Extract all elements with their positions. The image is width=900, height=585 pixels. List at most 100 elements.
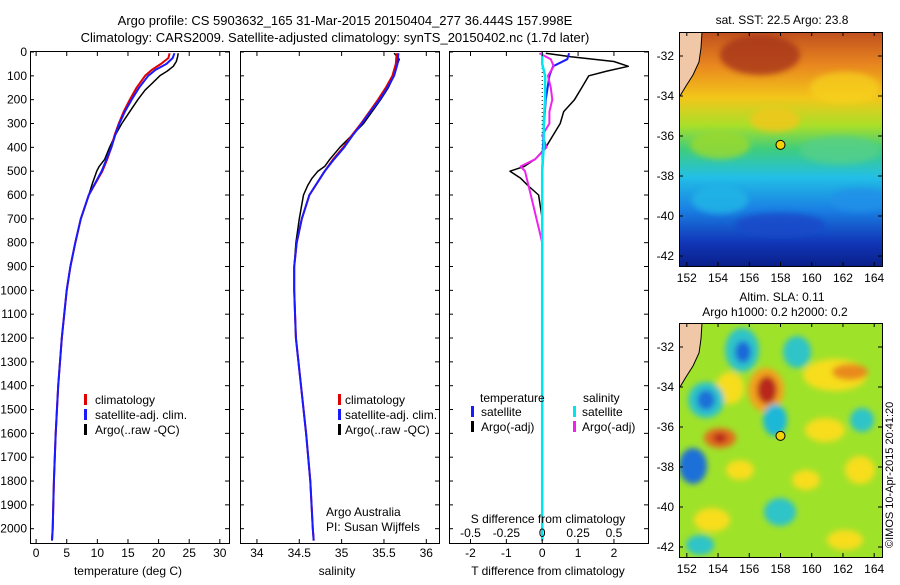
- legend-title-salinity: salinity: [583, 391, 620, 405]
- legend-swatch-argo: [84, 424, 87, 435]
- sst-map-title: sat. SST: 22.5 Argo: 23.8: [716, 13, 849, 27]
- temperature-legend: climatology satellite-adj. clim. Argo(..…: [84, 393, 187, 437]
- x-tick-label: 35.5: [372, 546, 396, 560]
- series-line-satellite: [51, 52, 176, 541]
- lon-tick-label: 164: [864, 562, 884, 576]
- x-tick-label: 0: [539, 546, 546, 560]
- salinity-xlabel: salinity: [319, 564, 356, 578]
- depth-tick-label: 300: [7, 117, 27, 131]
- depth-tick-label: 1200: [0, 331, 27, 345]
- depth-tick-label: 500: [7, 164, 27, 178]
- depth-tick-label: 1000: [0, 283, 27, 297]
- s-tick-label: 0.25: [566, 526, 590, 540]
- lat-tick-label: -32: [657, 49, 675, 63]
- lon-tick-label: 156: [739, 562, 759, 576]
- series-line-satellite_s: [540, 53, 547, 541]
- lon-tick-label: 156: [739, 271, 759, 285]
- temperature-xlabel: temperature (deg C): [74, 564, 182, 578]
- depth-tick-label: 1400: [0, 379, 27, 393]
- lon-tick-label: 158: [770, 271, 790, 285]
- legend-swatch-argo: [338, 424, 341, 435]
- lat-tick-label: -34: [657, 89, 675, 103]
- sla-map-title-line-1: Altim. SLA: 0.11: [739, 290, 824, 304]
- depth-tick-label: 400: [7, 140, 27, 154]
- lat-tick-label: -40: [657, 209, 675, 223]
- legend-label-s-argo: Argo(-adj): [582, 420, 635, 434]
- difference-legend: temperature satellite Argo(-adj) salinit…: [471, 391, 635, 434]
- depth-tick-label: 1100: [1, 307, 27, 321]
- legend-label-argo: Argo(..raw -QC): [95, 423, 180, 437]
- x-tick-label: 1: [575, 546, 582, 560]
- x-tick-label: 36: [420, 546, 434, 560]
- difference-lines: [509, 52, 630, 543]
- header-line-1: Argo profile: CS 5903632_165 31-Mar-2015…: [118, 13, 573, 28]
- lat-tick-label: -40: [657, 500, 675, 514]
- depth-tick-label: 1500: [0, 403, 27, 417]
- legend-title-temperature: temperature: [480, 391, 545, 405]
- sla-coastline: [679, 323, 703, 388]
- s-tick-label: -0.25: [493, 526, 521, 540]
- lon-tick-label: 162: [833, 271, 853, 285]
- lat-tick-label: -34: [657, 380, 675, 394]
- depth-tick-label: 700: [7, 212, 27, 226]
- x-tick-label: 0: [33, 546, 40, 560]
- lat-tick-label: -32: [657, 340, 675, 354]
- salinity-panel-frame: [240, 51, 440, 544]
- sst-map: [679, 32, 882, 266]
- depth-tick-label: 1800: [0, 474, 27, 488]
- depth-tick-label: 600: [7, 188, 27, 202]
- x-tick-label: -2: [465, 546, 476, 560]
- sla-profile-marker: [775, 430, 786, 441]
- header-line-2: Climatology: CARS2009. Satellite-adjuste…: [81, 30, 590, 45]
- imos-watermark: ©IMOS 10-Apr-2015 20:41:20: [884, 402, 896, 548]
- legend-swatch-satellite: [338, 409, 341, 420]
- s-tick-label: -0.5: [460, 526, 481, 540]
- x-tick-label: 25: [183, 546, 197, 560]
- x-tick-label: 10: [91, 546, 105, 560]
- sst-coastline-land: [679, 32, 702, 100]
- lon-tick-label: 154: [708, 562, 728, 576]
- sla-coastline-land: [679, 323, 702, 391]
- lon-tick-label: 160: [802, 562, 822, 576]
- difference-panel-frame: [449, 51, 649, 544]
- sst-patches: [690, 35, 882, 237]
- lat-tick-label: -42: [657, 540, 675, 554]
- temperature-lines: [51, 52, 179, 541]
- depth-tick-label: 900: [7, 260, 27, 274]
- lon-tick-label: 152: [677, 562, 697, 576]
- depth-tick-label: 1600: [0, 426, 27, 440]
- legend-label-s-satellite: satellite: [582, 405, 623, 419]
- lon-tick-label: 164: [864, 271, 884, 285]
- lat-tick-label: -38: [657, 169, 675, 183]
- legend-label-satellite: satellite-adj. clim.: [345, 408, 437, 422]
- lat-tick-label: -36: [657, 129, 675, 143]
- sst-profile-marker: [775, 139, 786, 150]
- legend-label-satellite: satellite-adj. clim.: [95, 408, 187, 422]
- x-tick-label: 20: [152, 546, 166, 560]
- salinity-legend: climatology satellite-adj. clim. Argo(..…: [338, 393, 437, 437]
- legend-label-t-argo: Argo(-adj): [481, 420, 534, 434]
- depth-tick-label: 0: [20, 45, 27, 59]
- s-tick-label: 0.5: [606, 526, 623, 540]
- lon-tick-label: 154: [708, 271, 728, 285]
- x-tick-label: 5: [63, 546, 70, 560]
- lon-tick-label: 152: [677, 271, 697, 285]
- depth-tick-label: 100: [7, 69, 27, 83]
- depth-tick-label: 1900: [0, 498, 27, 512]
- legend-swatch-t-argo: [471, 421, 474, 432]
- salinity-x-axis: 34 34.5 35 35.5 36: [250, 52, 433, 560]
- depth-tick-label: 2000: [0, 522, 27, 536]
- temperature-panel-frame: [30, 51, 230, 544]
- t-difference-xlabel: T difference from climatology: [471, 564, 625, 578]
- x-tick-label: 15: [121, 546, 135, 560]
- credit-line-2: PI: Susan Wijffels: [326, 520, 420, 534]
- lat-tick-label: -38: [657, 460, 675, 474]
- s-difference-axis: -0.5 -0.25 0 0.25 0.5: [460, 526, 622, 540]
- series-line-argo_s: [519, 52, 555, 541]
- lon-tick-label: 160: [802, 271, 822, 285]
- t-difference-x-axis: -2 -1 0 1 2: [465, 52, 618, 560]
- salinity-lines: [293, 52, 400, 541]
- lon-tick-label: 158: [770, 562, 790, 576]
